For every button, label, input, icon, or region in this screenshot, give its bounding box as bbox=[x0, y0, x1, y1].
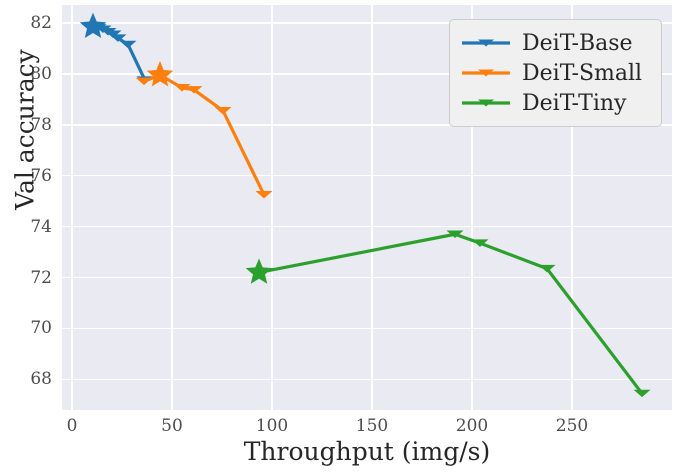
x-axis-label: Throughput (img/s) bbox=[243, 437, 491, 466]
y-tick-label-76: 76 bbox=[30, 165, 52, 186]
gridline-y-74 bbox=[62, 225, 672, 228]
data-point-marker bbox=[214, 106, 232, 115]
gridline-x-100 bbox=[271, 5, 273, 410]
gridline-x-200 bbox=[471, 5, 473, 410]
legend-item-deit-small[interactable]: DeiT-Small bbox=[460, 58, 649, 88]
gridline-x-0 bbox=[71, 5, 73, 410]
data-point-star bbox=[146, 61, 174, 87]
y-tick-label-78: 78 bbox=[30, 114, 52, 135]
gridline-y-68 bbox=[62, 378, 672, 381]
data-point-star bbox=[245, 258, 273, 284]
y-tick-label-70: 70 bbox=[30, 318, 52, 339]
y-tick-label-82: 82 bbox=[30, 12, 52, 33]
data-point-marker bbox=[185, 86, 203, 94]
legend-item-deit-base[interactable]: DeiT-Base bbox=[460, 28, 649, 58]
legend-label-deit-tiny: DeiT-Tiny bbox=[522, 90, 627, 116]
gridline-x-50 bbox=[171, 5, 173, 410]
y-tick-label-68: 68 bbox=[30, 369, 52, 390]
legend-label-deit-small: DeiT-Small bbox=[522, 60, 643, 86]
data-point-marker bbox=[109, 34, 127, 42]
gridline-y-72 bbox=[62, 276, 672, 279]
series-line bbox=[142, 73, 266, 197]
legend-marker-deit-tiny bbox=[462, 99, 510, 107]
series-deit-small bbox=[135, 61, 273, 199]
x-tick-label-200: 200 bbox=[455, 416, 489, 436]
data-point-marker bbox=[173, 84, 191, 92]
legend-marker-deit-small bbox=[462, 69, 510, 77]
gridline-y-80 bbox=[62, 72, 672, 75]
series-deit-base bbox=[79, 12, 154, 84]
data-point-marker bbox=[119, 40, 137, 49]
gridline-y-78 bbox=[62, 123, 672, 126]
x-tick-label-150: 150 bbox=[355, 416, 389, 436]
data-point-marker bbox=[104, 30, 122, 39]
legend-item-deit-tiny[interactable]: DeiT-Tiny bbox=[460, 88, 649, 118]
x-tick-label-100: 100 bbox=[255, 416, 289, 436]
gridline-y-70 bbox=[62, 327, 672, 330]
gridline-x-250 bbox=[571, 5, 573, 410]
data-point-marker bbox=[446, 230, 464, 238]
y-tick-label-80: 80 bbox=[30, 63, 52, 84]
data-point-marker bbox=[471, 239, 489, 247]
gridline-y-82 bbox=[62, 22, 672, 24]
data-point-marker bbox=[135, 77, 153, 86]
series-line bbox=[257, 232, 644, 396]
data-point-marker bbox=[538, 264, 556, 273]
legend-marker-deit-base bbox=[462, 39, 510, 47]
x-tick-label-0: 0 bbox=[66, 416, 78, 436]
chart-legend: DeiT-Base DeiT-Small DeiT-Tiny bbox=[449, 19, 662, 127]
y-tick-label-72: 72 bbox=[30, 267, 52, 288]
data-series-layer bbox=[79, 12, 651, 398]
data-point-marker bbox=[255, 191, 273, 199]
x-tick-label-50: 50 bbox=[161, 416, 183, 436]
series-deit-tiny bbox=[245, 230, 651, 398]
y-tick-label-74: 74 bbox=[30, 216, 52, 237]
x-tick-label-250: 250 bbox=[555, 416, 589, 436]
gridline-y-76 bbox=[62, 174, 672, 177]
gridline-x-150 bbox=[371, 5, 373, 410]
y-axis-label: Val accuracy bbox=[10, 49, 40, 210]
data-point-marker bbox=[633, 389, 651, 398]
legend-label-deit-base: DeiT-Base bbox=[522, 30, 633, 56]
